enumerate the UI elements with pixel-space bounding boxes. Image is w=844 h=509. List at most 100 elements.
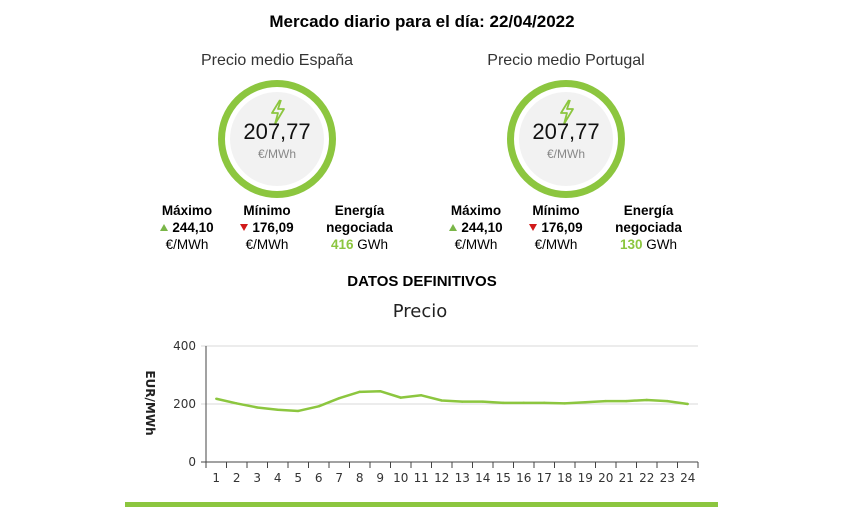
arrow-up-icon [160, 224, 169, 231]
x-tick-label: 2 [233, 471, 241, 485]
x-tick-label: 6 [315, 471, 323, 485]
stat-unit: €/MWh [534, 237, 578, 252]
arrow-down-icon [240, 224, 249, 231]
market-heading: Precio medio Portugal [487, 52, 645, 69]
x-tick-label: 12 [434, 471, 449, 485]
stat-value: 176,09 [541, 220, 583, 235]
series-line [215, 389, 688, 413]
bottom-accent-bar [125, 502, 718, 507]
energy-value: 416 [330, 237, 354, 252]
stat-energy: Energía negociada 416 GWh [312, 202, 407, 253]
lightning-bolt-icon [271, 99, 285, 125]
energy-unit: GWh [646, 237, 678, 252]
stat-label: Máximo [450, 203, 502, 218]
stat-label: negociada [326, 220, 393, 235]
x-tick-label: 20 [598, 471, 613, 485]
x-tick-label: 11 [414, 471, 429, 485]
market-card-spain: Precio medio España 207,77 €/MWh Máximo … [147, 52, 407, 252]
data-point [645, 398, 648, 402]
x-tick-label: 3 [253, 471, 261, 485]
data-point [235, 402, 238, 405]
x-tick-label: 9 [376, 471, 384, 485]
x-tick-label: 21 [619, 471, 634, 485]
data-point [522, 401, 525, 405]
stat-label: Mínimo [532, 203, 580, 218]
price-ring: 207,77 €/MWh [507, 80, 625, 198]
data-point [604, 399, 607, 403]
price-value: 207,77 [243, 119, 311, 144]
stat-label: Mínimo [243, 203, 291, 218]
data-point [584, 401, 587, 404]
x-tick-label: 17 [537, 471, 552, 485]
data-point [276, 408, 279, 411]
stat-minimum: Mínimo 176,09 €/MWh [227, 202, 307, 253]
stat-value: 244,10 [461, 220, 503, 235]
x-tick-label: 18 [557, 471, 572, 485]
data-point [358, 390, 361, 394]
stat-value: 244,10 [172, 220, 214, 235]
stat-maximum: Máximo 244,10 €/MWh [147, 202, 227, 253]
x-tick-label: 24 [680, 471, 695, 485]
stat-energy: Energía negociada 130 GWh [601, 202, 696, 253]
data-point [461, 400, 464, 403]
x-tick-label: 8 [356, 471, 364, 485]
stat-label: Energía [623, 203, 674, 218]
y-tick-label: 400 [173, 339, 196, 353]
stat-value: 176,09 [252, 220, 294, 235]
grid-layer [201, 345, 698, 463]
data-point [440, 399, 443, 402]
stats-row: Máximo 244,10 €/MWh Mínimo 176,09 €/MWh … [436, 202, 696, 264]
stat-label: Energía [334, 203, 385, 218]
x-tick-label: 5 [294, 471, 302, 485]
data-point [399, 396, 402, 399]
x-tick-label: 1 [212, 471, 220, 485]
market-heading: Precio medio España [200, 52, 354, 69]
series-layer [215, 389, 689, 413]
x-tick-label: 13 [455, 471, 470, 485]
stat-label: Máximo [161, 203, 213, 218]
x-tick-label: 16 [516, 471, 531, 485]
data-point [256, 406, 259, 409]
stat-minimum: Mínimo 176,09 €/MWh [516, 202, 596, 253]
data-point [666, 399, 669, 403]
data-point [625, 399, 628, 403]
data-point [215, 397, 218, 400]
data-point [379, 390, 382, 393]
data-point [481, 400, 484, 403]
data-point [317, 405, 320, 408]
stat-label: negociada [615, 220, 682, 235]
data-point [502, 401, 505, 405]
stat-unit: €/MWh [454, 237, 498, 252]
arrow-down-icon [529, 224, 538, 231]
data-point [543, 401, 546, 405]
x-tick-label: 22 [639, 471, 654, 485]
market-card-portugal: Precio medio Portugal 207,77 €/MWh Máxim… [436, 52, 696, 252]
x-tick-label: 14 [475, 471, 490, 485]
y-axis-label: EUR/MWh [143, 370, 157, 435]
price-ring-inner: 207,77 €/MWh [519, 92, 613, 186]
datos-definitivos-label: DATOS DEFINITIVOS [347, 273, 497, 290]
stat-unit: €/MWh [245, 237, 289, 252]
data-point [297, 409, 300, 413]
y-tick-label: 200 [173, 397, 196, 411]
chart-title: Precio [393, 301, 448, 322]
price-unit: €/MWh [257, 147, 296, 161]
x-tick-label: 15 [496, 471, 511, 485]
data-point [563, 402, 566, 405]
x-tick-label: 7 [335, 471, 343, 485]
data-point [420, 394, 423, 397]
data-point [686, 402, 689, 406]
arrow-up-icon [449, 224, 458, 231]
price-ring-inner: 207,77 €/MWh [230, 92, 324, 186]
stat-unit: €/MWh [165, 237, 209, 252]
price-unit: €/MWh [546, 147, 585, 161]
x-tick-label: 4 [274, 471, 282, 485]
energy-value: 130 [619, 237, 643, 252]
data-point [338, 397, 341, 400]
stats-row: Máximo 244,10 €/MWh Mínimo 176,09 €/MWh … [147, 202, 407, 264]
price-value: 207,77 [532, 119, 600, 144]
energy-unit: GWh [357, 237, 389, 252]
page-title: Mercado diario para el día: 22/04/2022 [269, 12, 575, 31]
